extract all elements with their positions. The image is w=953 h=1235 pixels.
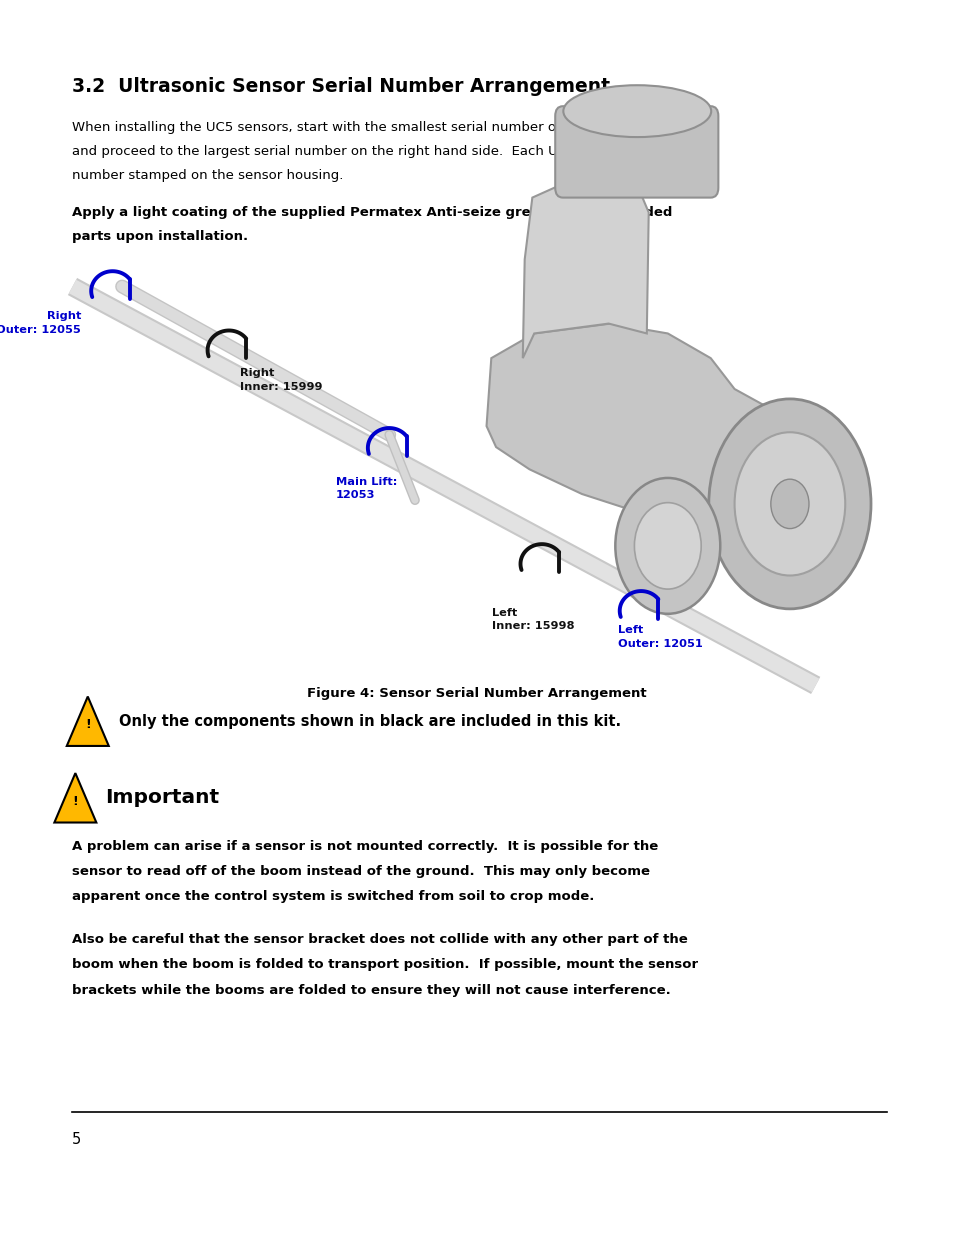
Text: Main Lift:
12053: Main Lift: 12053: [335, 477, 396, 500]
Text: When installing the UC5 sensors, start with the smallest serial number on the le: When installing the UC5 sensors, start w…: [71, 121, 690, 135]
Circle shape: [634, 503, 700, 589]
Text: Left
Inner: 15998: Left Inner: 15998: [492, 608, 574, 631]
Text: parts upon installation.: parts upon installation.: [71, 230, 248, 243]
Text: Important: Important: [105, 788, 219, 808]
Circle shape: [770, 479, 808, 529]
Ellipse shape: [562, 85, 710, 137]
Text: sensor to read off of the boom instead of the ground.  This may only become: sensor to read off of the boom instead o…: [71, 864, 649, 878]
Text: number stamped on the sensor housing.: number stamped on the sensor housing.: [71, 169, 342, 183]
Text: Apply a light coating of the supplied Permatex Anti-seize grease to all threaded: Apply a light coating of the supplied Pe…: [71, 205, 671, 219]
Text: and proceed to the largest serial number on the right hand side.  Each UC5 senso: and proceed to the largest serial number…: [71, 146, 703, 158]
Circle shape: [734, 432, 844, 576]
Text: brackets while the booms are folded to ensure they will not cause interference.: brackets while the booms are folded to e…: [71, 983, 670, 997]
FancyBboxPatch shape: [555, 106, 718, 198]
Text: Figure 4: Sensor Serial Number Arrangement: Figure 4: Sensor Serial Number Arrangeme…: [307, 687, 646, 700]
Polygon shape: [522, 175, 648, 358]
Text: apparent once the control system is switched from soil to crop mode.: apparent once the control system is swit…: [71, 890, 594, 904]
Polygon shape: [54, 773, 96, 823]
Text: Right
Inner: 15999: Right Inner: 15999: [240, 368, 322, 391]
Text: Right
Outer: 12055: Right Outer: 12055: [0, 311, 81, 335]
Circle shape: [615, 478, 720, 614]
Text: Left
Outer: 12051: Left Outer: 12051: [618, 625, 702, 648]
Text: !: !: [85, 719, 91, 731]
Circle shape: [708, 399, 870, 609]
Text: 5: 5: [71, 1132, 81, 1147]
Text: A problem can arise if a sensor is not mounted correctly.  It is possible for th: A problem can arise if a sensor is not m…: [71, 840, 658, 853]
Text: Only the components shown in black are included in this kit.: Only the components shown in black are i…: [119, 714, 620, 729]
Polygon shape: [67, 697, 109, 746]
Text: !: !: [72, 795, 78, 808]
Polygon shape: [486, 324, 815, 521]
Text: Also be careful that the sensor bracket does not collide with any other part of : Also be careful that the sensor bracket …: [71, 934, 686, 946]
Text: 3.2  Ultrasonic Sensor Serial Number Arrangement: 3.2 Ultrasonic Sensor Serial Number Arra…: [71, 77, 609, 95]
Text: boom when the boom is folded to transport position.  If possible, mount the sens: boom when the boom is folded to transpor…: [71, 958, 697, 972]
